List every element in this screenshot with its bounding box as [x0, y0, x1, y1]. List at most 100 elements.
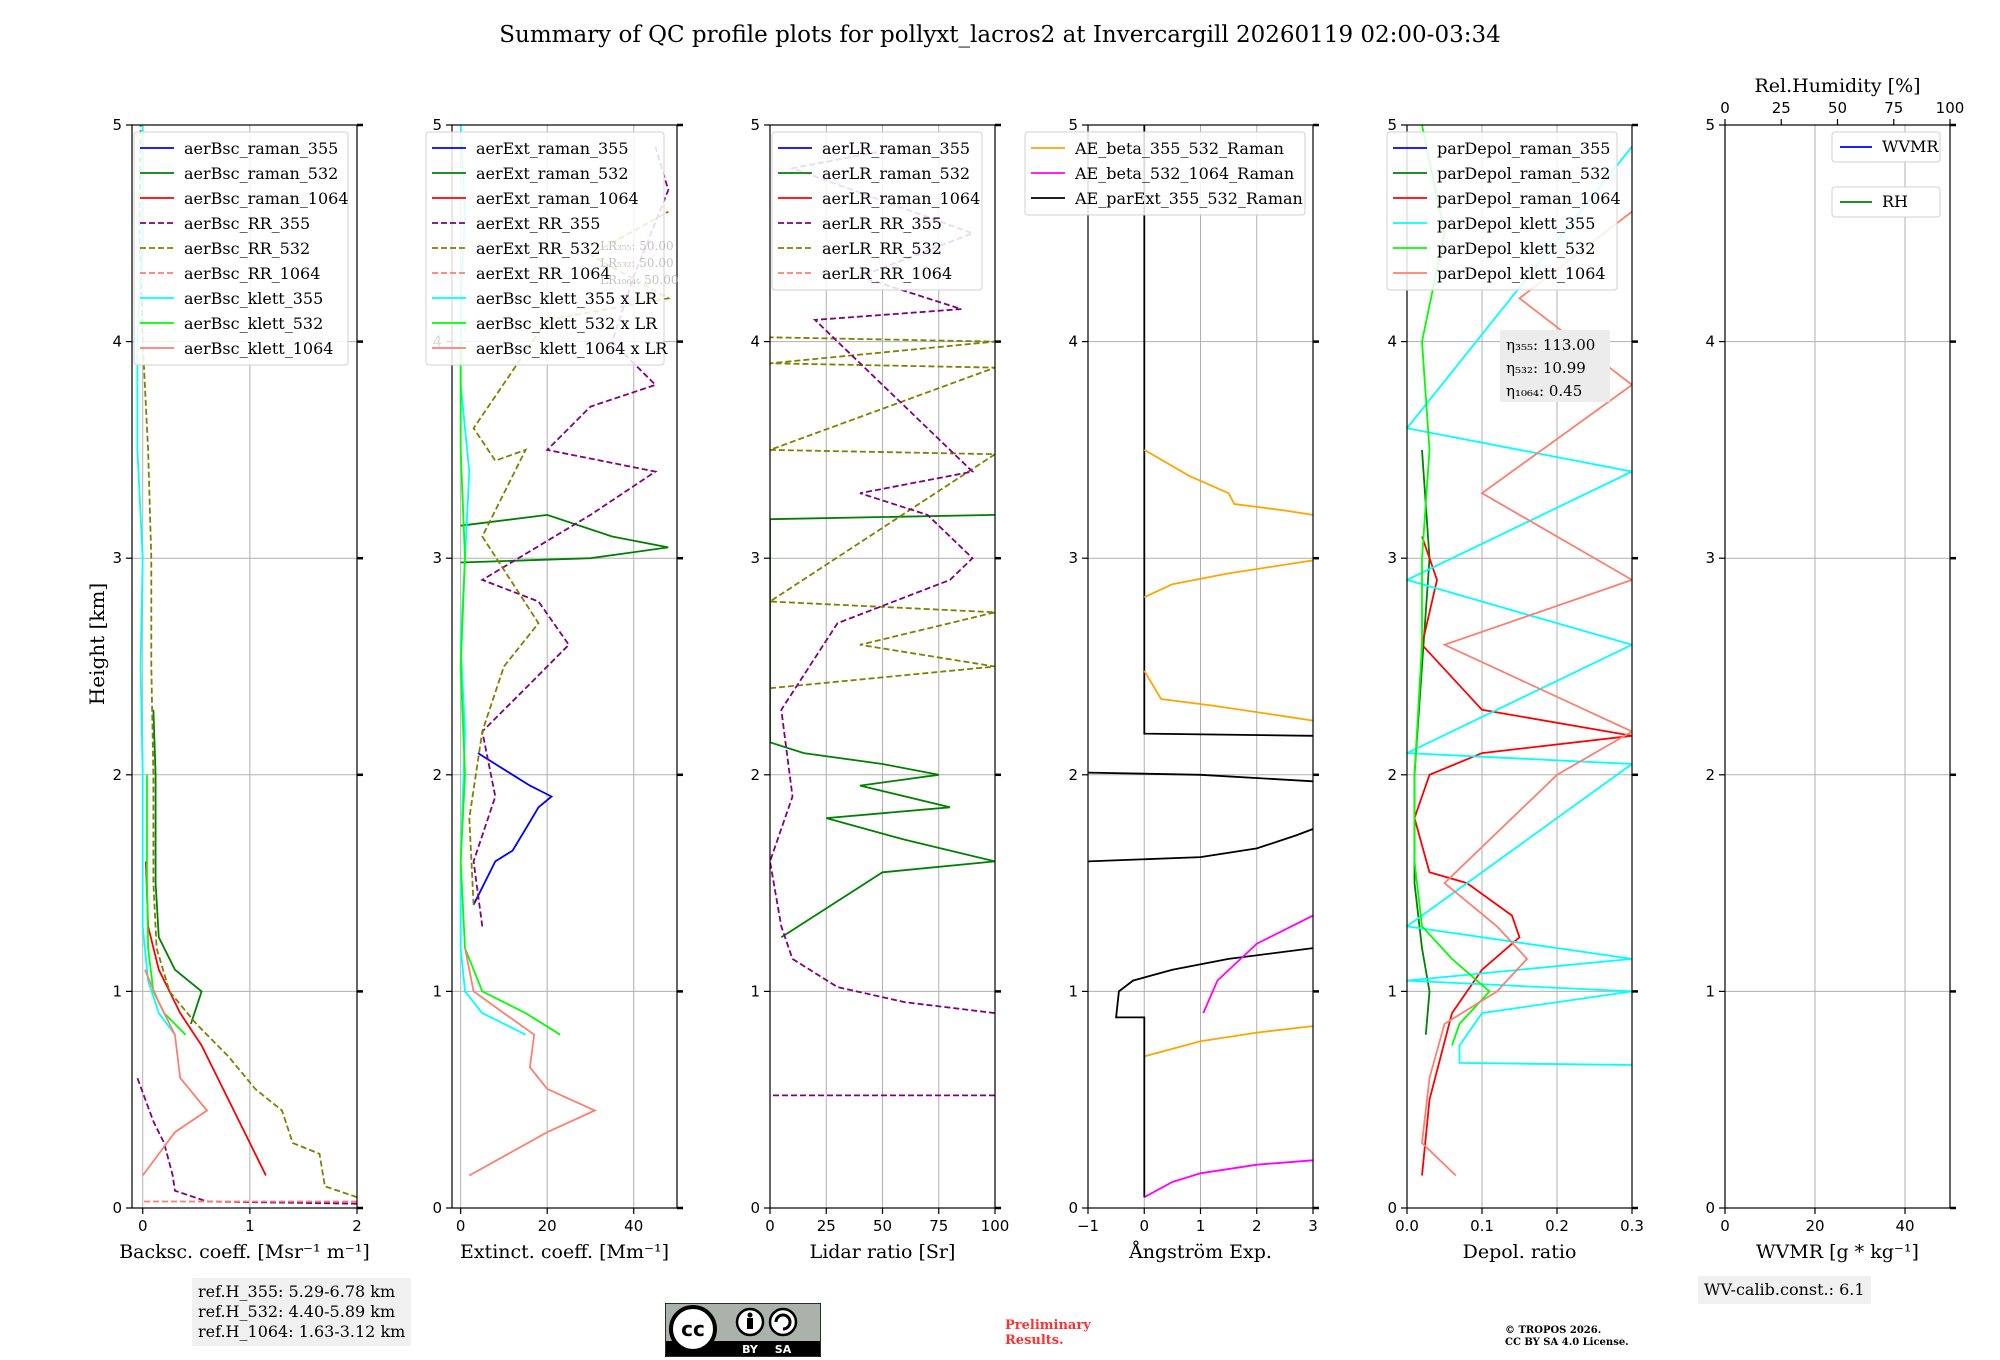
series-aerbsc-klett-1064	[141, 969, 209, 1177]
x-tick-label: 100	[981, 1217, 1010, 1235]
x-tick-label: 50	[873, 1217, 892, 1235]
legend-box	[1024, 131, 1306, 216]
x-tick-label: 20	[538, 1217, 557, 1235]
axes-frame	[1406, 124, 1633, 1209]
series-aerext-raman-532	[460, 513, 669, 564]
panel-depol: 0 1 2 3 4 5 0.0 0.1 0.2 0.3 Depol. ratio parDepol_r…	[1386, 116, 1644, 1263]
legend-box	[771, 131, 983, 291]
x-tick-label: 1	[1196, 1217, 1206, 1235]
x-tick-label: 0	[1720, 1217, 1730, 1235]
y-tick-label: 2	[112, 766, 122, 784]
by-person-body	[747, 1318, 753, 1329]
series-ae-parext-upper	[1088, 828, 1313, 863]
legend-label: AE_parExt_355_532_Raman	[1074, 189, 1303, 208]
by-label: BY	[742, 1343, 759, 1356]
y-tick-label: 5	[750, 116, 760, 134]
series-aerlr-rr-532	[770, 336, 995, 690]
x-tick-label: 2	[1252, 1217, 1262, 1235]
eta-box	[1500, 330, 1610, 402]
legend-label: aerBsc_klett_1064	[184, 339, 333, 358]
legend-label: aerBsc_raman_355	[184, 139, 338, 158]
reference-heights-box: ref.H_355: 5.29-6.78 km ref.H_532: 4.40-…	[192, 1278, 412, 1346]
legend-label: parDepol_raman_355	[1437, 139, 1610, 158]
legend-label: aerBsc_klett_1064 x LR	[476, 339, 668, 358]
x-tick-label: 1	[245, 1217, 255, 1235]
series-aerbsc-rr-532	[138, 125, 357, 1199]
y-tick-label: 0	[432, 1199, 442, 1217]
y-tick-label: 4	[1068, 333, 1078, 351]
x-tick-label: 20	[1805, 1217, 1824, 1235]
sa-share-icon	[768, 1307, 798, 1337]
y-tick-label: 3	[432, 549, 442, 567]
legend: WVMR RH	[1831, 131, 1941, 218]
eta-value: η₁₀₆₄: 0.45	[1506, 382, 1582, 400]
cc-letters: cc	[681, 1317, 705, 1341]
y-tick-label: 0	[112, 1199, 122, 1217]
lr-value: LR₃₅₅: 50.00	[600, 239, 674, 253]
sa-label: SA	[775, 1343, 792, 1356]
legend-label: aerExt_raman_355	[476, 139, 629, 158]
y-axis-label: Height [km]	[85, 583, 109, 705]
legend-label: aerExt_RR_355	[476, 214, 600, 233]
x-tick-label: 40	[1895, 1217, 1914, 1235]
legend-label: aerBsc_klett_532	[184, 314, 323, 333]
panel-bsc: 0 1 2 3 4 5 0 1 2 Backsc. coeff. [Msr⁻¹ m⁻¹] aerBs…	[112, 116, 369, 1263]
y-tick-label: 3	[1387, 549, 1397, 567]
legend-label: aerBsc_raman_1064	[184, 189, 349, 208]
legend: aerExt_raman_355 aerExt_raman_532 aerExt_r…	[425, 131, 668, 366]
top-x-tick-label: 75	[1884, 99, 1903, 117]
y-tick-label: 5	[1705, 116, 1715, 134]
legend-label: aerBsc_raman_532	[184, 164, 338, 183]
series-pardepol-raman-1064	[1413, 536, 1632, 1176]
x-tick-label: 40	[624, 1217, 643, 1235]
series-ae-beta-355-532-high	[1143, 559, 1313, 599]
series-ae-beta-532-1064-raman	[1143, 1159, 1313, 1198]
ref-height-355: ref.H_355: 5.29-6.78 km	[198, 1282, 396, 1301]
x-tick-label: 0	[138, 1217, 148, 1235]
legend-label: RH	[1882, 192, 1908, 211]
x-axis-label: Lidar ratio [Sr]	[810, 1241, 956, 1263]
legend-box	[133, 131, 349, 366]
legend-label: AE_beta_532_1064_Raman	[1074, 164, 1294, 183]
legend-label: aerBsc_klett_355 x LR	[476, 289, 658, 308]
series-aerbsc-raman-1064	[145, 861, 267, 1176]
series-ae-beta-532-1064-mid	[1202, 914, 1313, 1014]
legend-label: aerLR_raman_532	[822, 164, 970, 183]
x-tick-label: 0	[456, 1217, 466, 1235]
series-aerbsc-klett-1064-x-lr	[464, 947, 597, 1177]
x-tick-label: 75	[929, 1217, 948, 1235]
legend-label: parDepol_klett_355	[1437, 214, 1595, 233]
series-ae-beta-355-532-raman	[1144, 1025, 1313, 1058]
series-aerlr-raman-532	[770, 514, 995, 939]
copyright-note: © TROPOS 2026. CC BY SA 4.0 License.	[1505, 1325, 1629, 1349]
legend: aerBsc_raman_355 aerBsc_raman_532 aerBsc_r…	[133, 131, 349, 366]
series-aerbsc-rr-355	[136, 1077, 357, 1205]
x-tick-label: 0	[765, 1217, 775, 1235]
series-pardepol-klett-1064	[1421, 210, 1632, 1177]
legend-label: parDepol_raman_1064	[1437, 189, 1621, 208]
x-tick-label: 2	[352, 1217, 362, 1235]
legend-label: aerExt_raman_1064	[476, 189, 639, 208]
cc-by-sa-badge: cc BY SA	[665, 1303, 821, 1357]
series-group	[1088, 125, 1313, 1198]
series-ae-parext-355-532-raman	[1115, 947, 1313, 1198]
x-tick-label: 25	[817, 1217, 836, 1235]
series-pardepol-klett-532	[1413, 125, 1491, 1046]
axes-frame	[1724, 124, 1951, 1209]
eta-value: η₃₅₅: 113.00	[1506, 336, 1595, 354]
legend-label: AE_beta_355_532_Raman	[1074, 139, 1284, 158]
series-aerbsc-klett-532-x-lr	[459, 341, 561, 1036]
series-aerbsc-raman-532	[152, 709, 203, 1025]
sa-arrow-icon	[774, 1313, 792, 1331]
eta-value: η₅₃₂: 10.99	[1506, 359, 1586, 377]
x-axis-label: Depol. ratio	[1463, 1241, 1577, 1263]
x-tick-label: −1	[1077, 1217, 1099, 1235]
legend-box	[1831, 186, 1941, 218]
ref-height-532: ref.H_532: 4.40-5.89 km	[198, 1302, 396, 1321]
y-tick-label: 2	[1705, 766, 1715, 784]
y-tick-label: 2	[750, 766, 760, 784]
y-tick-label: 3	[112, 549, 122, 567]
legend-label: aerLR_RR_532	[822, 239, 942, 258]
x-axis-label: Extinct. coeff. [Mm⁻¹]	[460, 1241, 669, 1263]
